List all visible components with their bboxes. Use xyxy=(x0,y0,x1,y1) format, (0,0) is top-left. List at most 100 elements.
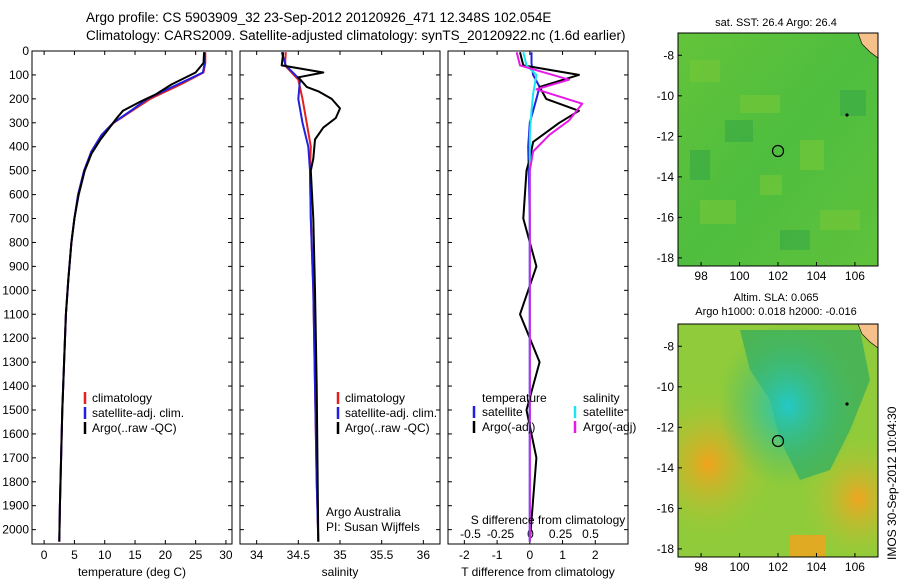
map-y-tick-label: -14 xyxy=(657,461,675,475)
y-tick-label: 1900 xyxy=(2,499,29,513)
salinity-plot: 34 34.5 35 35.5 36 xyxy=(240,50,440,562)
y-tick-label: 1500 xyxy=(2,403,29,417)
x-tick-label: -1 xyxy=(492,548,503,562)
header-line2: Climatology: CARS2009. Satellite-adjuste… xyxy=(86,28,626,43)
temperature-panel-frame xyxy=(31,50,233,545)
legend-label-salinity-satellite: satellite xyxy=(583,405,624,419)
header-line1: Argo profile: CS 5903909_32 23-Sep-2012 … xyxy=(86,10,551,25)
legend-label-argo: Argo(..raw -QC) xyxy=(92,421,177,435)
sla-map-axes: 98 100 102 104 106 -8 -10 -12 -14 -16 -18 xyxy=(657,339,866,574)
map-x-tick-label: 106 xyxy=(845,560,865,574)
y-tick-label: 100 xyxy=(9,68,29,82)
map-y-tick-label: -14 xyxy=(657,170,675,184)
x-top-tick-label: -0.25 xyxy=(487,527,515,541)
x-tick-label: 5 xyxy=(71,548,78,562)
y-tick-label: 1800 xyxy=(2,475,29,489)
x-tick-label: 20 xyxy=(159,548,173,562)
map-y-tick-label: -10 xyxy=(657,89,675,103)
x-tick-label: 35.5 xyxy=(370,548,394,562)
series-line xyxy=(58,52,207,542)
difference-panel-frame xyxy=(447,50,629,545)
sst-float-marker xyxy=(771,144,785,158)
sst-map: 98 100 102 104 106 -8 -10 -12 -14 -16 -18 xyxy=(657,32,879,283)
map-y-tick-label: -18 xyxy=(657,542,675,556)
x-top-tick-label: 0.25 xyxy=(549,527,573,541)
legend-label-salinity-argo: Argo(-adj) xyxy=(583,420,636,434)
y-tick-label: 2000 xyxy=(2,523,29,537)
series-line xyxy=(58,52,206,542)
map-y-tick-label: -12 xyxy=(657,129,675,143)
map-y-tick-label: -8 xyxy=(663,339,674,353)
legend-label-temperature-argo: Argo(-adj) xyxy=(482,420,535,434)
x-tick-label: 25 xyxy=(189,548,203,562)
x-tick-label: 36 xyxy=(417,548,431,562)
map-x-tick-label: 102 xyxy=(768,560,788,574)
y-tick-label: 1300 xyxy=(2,355,29,369)
map-y-tick-label: -16 xyxy=(657,501,675,515)
sst-map-title: sat. SST: 26.4 Argo: 26.4 xyxy=(715,17,837,29)
salinity-legend: climatology satellite-adj. clim. Argo(..… xyxy=(336,391,437,435)
sla-map-subtitle: Argo h1000: 0.018 h2000: -0.016 xyxy=(695,306,856,318)
map-y-tick-label: -8 xyxy=(663,48,674,62)
credit-line2: PI: Susan Wijffels xyxy=(326,520,420,534)
series-line xyxy=(280,52,341,542)
series-line xyxy=(515,51,584,542)
legend-label-argo: Argo(..raw -QC) xyxy=(345,421,430,435)
y-tick-label: 600 xyxy=(9,188,29,202)
x-tick-label: 2 xyxy=(592,548,599,562)
x-tick-label: 34 xyxy=(250,548,264,562)
map-x-tick-label: 102 xyxy=(768,269,788,283)
sst-texture xyxy=(690,60,860,230)
x-tick-label: 1 xyxy=(559,548,566,562)
salinity-xlabel: salinity xyxy=(322,565,359,579)
series-line xyxy=(280,51,320,542)
map-x-tick-label: 104 xyxy=(806,269,826,283)
sla-map-title: Altim. SLA: 0.065 xyxy=(734,292,819,304)
map-x-tick-label: 100 xyxy=(730,560,750,574)
difference-top-xlabel: S difference from climatology xyxy=(471,513,626,527)
y-tick-label: 500 xyxy=(9,164,29,178)
legend-label-climatology: climatology xyxy=(345,391,405,405)
temperature-plot: 0 5 10 15 20 25 300100200300400500600700800900… xyxy=(2,44,233,562)
sla-cyan-core xyxy=(678,324,878,557)
legend-label-satellite-adj: satellite-adj. clim. xyxy=(345,406,437,420)
x-tick-label: -2 xyxy=(459,548,470,562)
legend-label-climatology: climatology xyxy=(92,391,152,405)
legend-label-satellite-adj: satellite-adj. clim. xyxy=(92,406,184,420)
x-top-tick-label: -0.5 xyxy=(460,527,481,541)
temperature-legend: climatology satellite-adj. clim. Argo(..… xyxy=(83,391,184,435)
sst-texture-dark xyxy=(690,90,866,250)
legend-heading-salinity: salinity xyxy=(583,391,620,405)
sla-map: 98 100 102 104 106 -8 -10 -12 -14 -16 -18 xyxy=(657,323,879,574)
x-tick-label: 34.5 xyxy=(287,548,311,562)
x-tick-label: 35 xyxy=(333,548,347,562)
map-x-tick-label: 98 xyxy=(694,560,708,574)
y-tick-label: 300 xyxy=(9,116,29,130)
sst-map-axes: 98 100 102 104 106 -8 -10 -12 -14 -16 -18 xyxy=(657,48,866,283)
salinity-panel-frame xyxy=(239,50,441,545)
y-tick-label: 400 xyxy=(9,140,29,154)
y-tick-label: 200 xyxy=(9,92,29,106)
temperature-xlabel: temperature (deg C) xyxy=(78,565,186,579)
difference-xlabel: T difference from climatology xyxy=(461,565,615,579)
map-x-tick-label: 98 xyxy=(694,269,708,283)
y-tick-label: 1100 xyxy=(3,307,29,321)
x-top-tick-label: 0.5 xyxy=(582,527,599,541)
y-tick-label: 1200 xyxy=(2,331,29,345)
series-line xyxy=(58,52,206,542)
map-y-tick-label: -12 xyxy=(657,420,675,434)
y-tick-label: 900 xyxy=(9,259,29,273)
sla-warm-patch xyxy=(790,535,826,557)
y-tick-label: 1000 xyxy=(2,283,29,297)
map-x-tick-label: 106 xyxy=(845,269,865,283)
sla-island-marker xyxy=(845,402,849,406)
difference-legend: temperature satellite Argo(-adj) salinit… xyxy=(472,391,636,434)
y-tick-label: 0 xyxy=(22,44,29,58)
y-tick-label: 1400 xyxy=(2,379,29,393)
x-tick-label: 10 xyxy=(98,548,112,562)
map-y-tick-label: -10 xyxy=(657,380,675,394)
difference-plot: -2 -1 0 1 2-0.5 -0.25 0 0.25 0.5 xyxy=(448,50,628,562)
y-tick-label: 1600 xyxy=(2,427,29,441)
